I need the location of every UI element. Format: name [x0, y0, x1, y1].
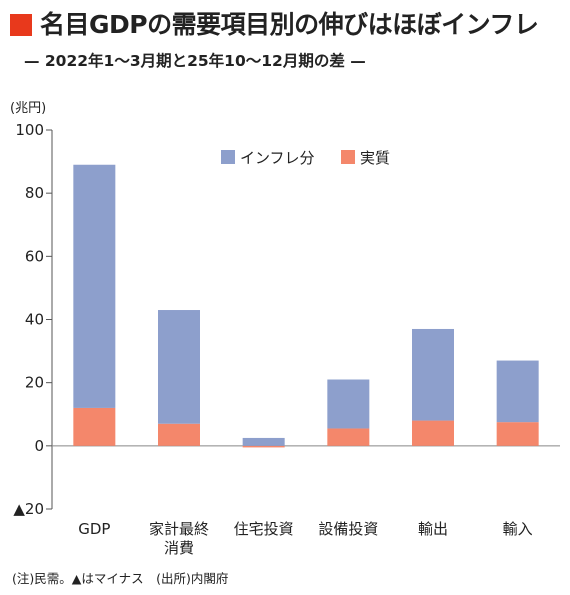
category-label: 家計最終 — [149, 520, 209, 538]
bar-real — [327, 428, 370, 446]
category-label: 住宅投資 — [234, 520, 294, 538]
bar-real — [496, 422, 539, 446]
bar-inflation — [496, 360, 539, 423]
bar-real — [242, 445, 285, 448]
footnote: (注)民需。▲はマイナス (出所)内閣府 — [12, 571, 229, 586]
y-tick-label: ▲20 — [13, 500, 44, 518]
category-label: GDP — [78, 520, 110, 538]
category-label: 輸出 — [418, 520, 448, 538]
bar-inflation — [242, 437, 285, 446]
y-tick-label: 20 — [25, 374, 44, 392]
bar-real — [73, 407, 116, 446]
category-label: 消費 — [164, 539, 194, 557]
chart-subtitle: — 2022年1～3月期と25年10～12月期の差 — — [24, 52, 366, 70]
bar-real — [158, 423, 200, 446]
category-label: 輸入 — [503, 520, 533, 538]
legend-swatch — [341, 150, 355, 164]
legend-label: 実質 — [360, 149, 390, 167]
y-tick-label: 80 — [25, 184, 44, 202]
y-axis-unit-label: (兆円) — [10, 101, 46, 116]
bar-real — [412, 420, 454, 446]
bar-inflation — [158, 310, 200, 424]
y-tick-label: 0 — [34, 437, 44, 455]
bar-inflation — [73, 164, 116, 408]
legend-swatch — [221, 150, 235, 164]
title-row: 名目GDPの需要項目別の伸びはほぼインフレ — [10, 8, 565, 42]
chart-title: 名目GDPの需要項目別の伸びはほぼインフレ — [40, 10, 539, 39]
title-marker — [10, 14, 32, 36]
y-tick-label: 100 — [15, 121, 44, 139]
bar-inflation — [327, 379, 370, 429]
bar-inflation — [412, 328, 454, 421]
legend-label: インフレ分 — [240, 149, 315, 167]
y-tick-label: 40 — [25, 311, 44, 329]
y-tick-label: 60 — [25, 247, 44, 265]
category-label: 設備投資 — [318, 520, 378, 538]
